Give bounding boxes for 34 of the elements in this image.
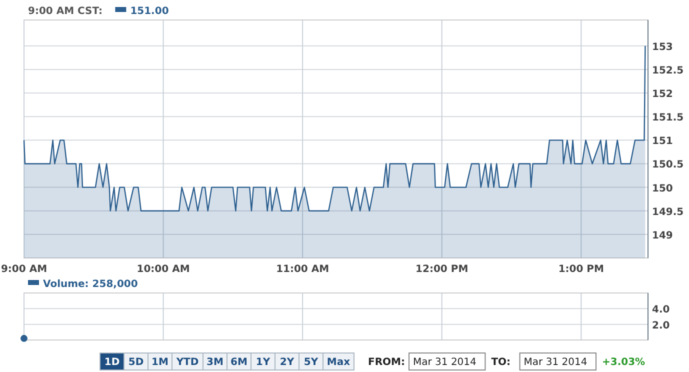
x-tick-label: 11:00 AM (276, 264, 330, 275)
text: 1D (104, 357, 120, 368)
text: 2Y (280, 357, 295, 368)
text: YTD (175, 357, 199, 368)
y-tick-label: 150 (652, 183, 673, 194)
x-tick-label: 1:00 PM (558, 264, 604, 275)
y-tick-label: 152 (652, 89, 673, 100)
text: Mar 31 2014 (524, 357, 588, 368)
legend-title: 9:00 AM CST: (28, 6, 103, 17)
legend-label: Volume: 258,000 (43, 279, 138, 290)
x-tick-label: 9:00 AM (0, 264, 48, 275)
y-tick-label: 4.0 (652, 304, 670, 316)
text: 6M (230, 357, 248, 368)
text: 5Y (304, 357, 319, 368)
y-tick-label: 150.5 (652, 160, 684, 171)
y-tick-label: 151.5 (652, 112, 684, 124)
y-tick-label: 149.5 (652, 206, 684, 218)
y-tick-label: 151 (652, 136, 673, 148)
x-tick-label: 10:00 AM (136, 264, 190, 275)
text: Mar 31 2014 (413, 357, 476, 368)
text: FROM: (368, 357, 405, 368)
text: 3M (206, 357, 224, 368)
y-tick-label: 149 (652, 230, 673, 242)
text: +3.03% (602, 357, 646, 368)
legend-label: 151.00 (130, 6, 169, 17)
text: 1Y (256, 357, 271, 368)
y-tick-label: 2.0 (652, 320, 670, 332)
text: 1M (152, 357, 168, 368)
text: TO: (491, 357, 511, 368)
y-tick-label: 152.5 (652, 65, 684, 76)
y-tick-label: 153 (652, 42, 673, 53)
x-tick-label: 12:00 PM (416, 264, 468, 275)
text: Max (326, 357, 351, 368)
text: 5D (128, 357, 144, 368)
